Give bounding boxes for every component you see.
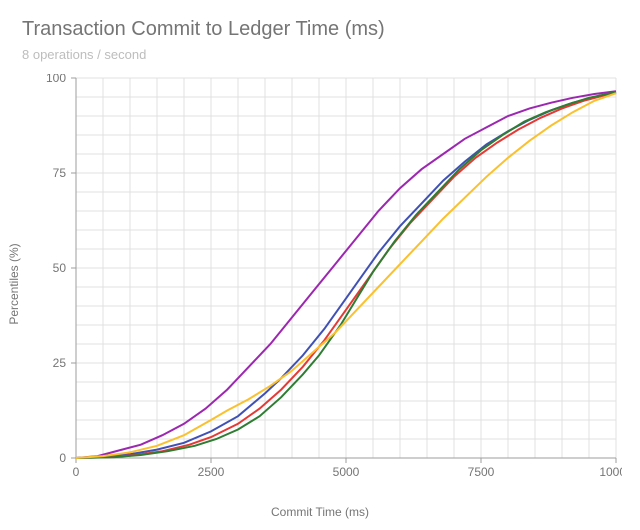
y-axis-label: Percentiles (%): [7, 243, 21, 324]
y-tick: 0: [59, 451, 66, 465]
y-tick: 75: [53, 166, 67, 180]
x-tick: 10000: [599, 465, 622, 479]
axes: [71, 78, 616, 463]
x-tick: 7500: [468, 465, 495, 479]
chart-title: Transaction Commit to Ledger Time (ms): [22, 18, 618, 41]
x-tick: 5000: [333, 465, 360, 479]
y-tick: 25: [53, 356, 67, 370]
x-tick: 2500: [198, 465, 225, 479]
chart-container: Transaction Commit to Ledger Time (ms) 8…: [0, 0, 640, 530]
grid: [76, 78, 616, 458]
y-tick: 50: [53, 261, 67, 275]
chart-plot-wrap: Percentiles (%) 025005000750010000025507…: [22, 74, 618, 494]
y-tick: 100: [46, 74, 66, 85]
line-chart-svg: 0 2500 5000 7500 10000 0 25 50 75 100: [22, 74, 622, 494]
x-tick: 0: [73, 465, 80, 479]
x-axis-label: Commit Time (ms): [22, 505, 618, 519]
chart-subtitle: 8 operations / second: [22, 47, 618, 62]
